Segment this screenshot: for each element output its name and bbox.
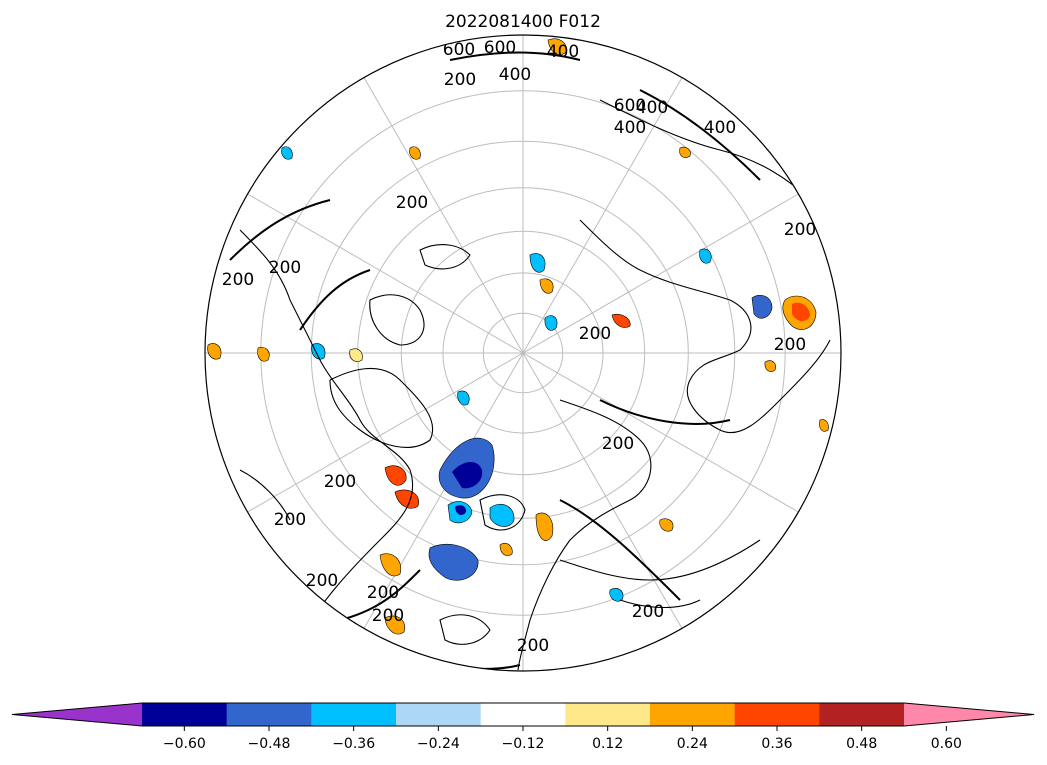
colorbar-segment [734,703,820,726]
coastlines [239,99,831,671]
negative-anomaly-patch [609,588,624,602]
negative-anomaly-patch [281,146,293,160]
positive-anomaly-patch [539,278,554,294]
contour-label: 200 [784,220,816,240]
negative-anomaly-patch [311,343,326,360]
positive-anomaly-patch [379,553,402,577]
negative-anomaly-patch [544,315,558,331]
positive-anomaly-patch [819,419,829,432]
contour-label: 200 [367,583,399,603]
colorbar-tick-label: 0.48 [846,736,877,752]
parallel-circle [482,312,564,394]
colorbar-extend-high [904,703,1034,726]
positive-anomaly-patch [792,302,810,322]
contour-label: 200 [602,434,634,454]
colorbar-tick-label: −0.24 [417,736,460,752]
colorbar-tick-label: 0.12 [592,736,623,752]
colorbar-segment [480,703,566,726]
parallel-circle [442,272,604,434]
negative-anomaly-patch [452,461,483,489]
shaded-anomaly-fields [207,38,829,635]
colorbar-tick-label: −0.48 [248,736,291,752]
positive-anomaly-patch [349,348,363,362]
positive-anomaly-patch [499,542,513,556]
parallel-circle [400,230,646,476]
contour-label: 600 [443,40,475,60]
colorbar-tick-label: −0.36 [332,736,375,752]
contour-label: 200 [269,258,301,278]
contour-label: 200 [517,636,549,656]
contour-label: 200 [396,193,428,213]
parallel-circle [310,140,736,566]
negative-anomaly-patch [428,544,479,581]
contour-label: 200 [306,571,338,591]
colorbar-tick-label: −0.12 [502,736,545,752]
negative-anomaly-patch [457,390,470,406]
colorbar-extend-low [12,703,142,726]
negative-anomaly-patch [751,295,773,319]
positive-anomaly-patch [535,512,554,541]
contour-label: 200 [372,606,404,626]
negative-anomaly-patch [699,248,712,264]
contour-label: 400 [499,65,531,85]
colorbar-tick-label: 0.60 [931,736,962,752]
map-boundary [204,34,842,672]
positive-anomaly-patch [207,343,222,360]
colorbar-segment [142,703,228,726]
positive-anomaly-patch [547,38,567,55]
colorbar-segment [565,703,651,726]
contour-label: 200 [274,510,306,530]
contour-label: 200 [774,335,806,355]
positive-anomaly-patch [384,615,406,635]
contour-label: 400 [614,118,646,138]
colorbar-segment [650,703,736,726]
colorbar-segment [311,703,397,726]
contour-label: 200 [222,270,254,290]
contour-label: 200 [444,70,476,90]
negative-anomaly-patch [489,504,515,527]
contour-label: 400 [547,42,579,62]
contour-label: 200 [324,472,356,492]
colorbar-tick-label: −0.60 [163,736,206,752]
polar-map: 600 600 4004002004006004002002002002002002… [204,34,842,672]
positive-anomaly-patch [659,518,674,532]
contour-label: 200 [632,602,664,622]
contour-labels: 600 600 4004002004006004002002002002002002… [222,38,816,656]
contour-label: 400 [636,98,668,118]
contour-label: 600 [484,38,516,58]
colorbar-tick-label: 0.36 [761,736,792,752]
positive-anomaly-patch [409,146,421,160]
contour-label: 600 [614,96,646,116]
colorbar-outline [11,702,1035,727]
positive-anomaly-patch [764,360,777,372]
colorbar: −0.60 −0.48 −0.36 −0.24 −0.12 0.12 0.24 0.36 0.4… [11,702,1035,752]
figure-title: 2022081400 F012 [445,12,601,32]
positive-anomaly-patch [257,347,270,362]
positive-anomaly-patch [611,313,631,328]
positive-anomaly-patch [394,489,419,509]
colorbar-segment [396,703,482,726]
positive-anomaly-patch [679,146,691,158]
negative-anomaly-patch [529,253,546,273]
colorbar-segment [226,703,312,726]
graticule [205,35,841,671]
colorbar-segment [819,703,905,726]
negative-anomaly-patch [455,505,467,515]
contour-label: 400 [704,118,736,138]
colorbar-tick-label: 0.24 [677,736,708,752]
contour-label: 200 [579,324,611,344]
positive-anomaly-patch [384,465,407,486]
